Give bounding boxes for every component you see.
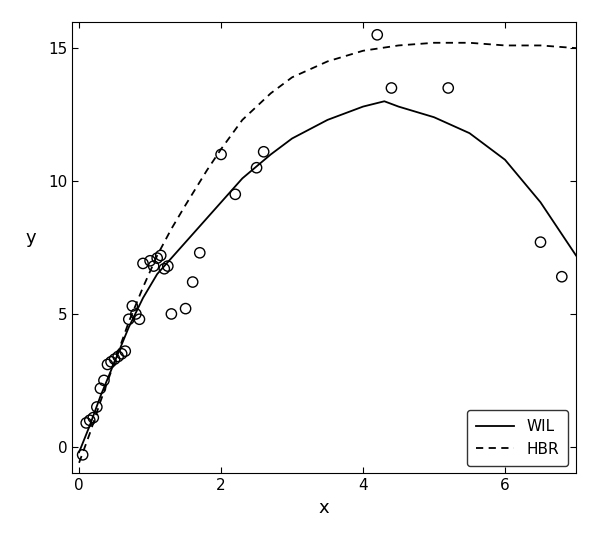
- Point: [117, 350, 127, 358]
- HBR: [430, 40, 437, 46]
- Point: [99, 376, 109, 385]
- Point: [145, 257, 155, 265]
- WIL: [502, 157, 509, 163]
- X-axis label: x: x: [319, 499, 329, 517]
- HBR: [86, 430, 94, 437]
- Point: [82, 419, 91, 427]
- HBR: [203, 167, 211, 174]
- WIL: [430, 114, 437, 121]
- Point: [259, 147, 268, 156]
- Point: [92, 402, 101, 411]
- WIL: [139, 295, 146, 301]
- HBR: [466, 40, 473, 46]
- WIL: [154, 271, 161, 277]
- WIL: [111, 358, 118, 365]
- Point: [106, 357, 116, 366]
- Point: [110, 355, 119, 364]
- Point: [88, 413, 98, 422]
- HBR: [125, 318, 133, 325]
- Point: [124, 315, 134, 323]
- Point: [149, 262, 158, 271]
- WIL: [395, 103, 402, 110]
- Point: [536, 238, 545, 246]
- HBR: [139, 284, 146, 291]
- Legend: WIL, HBR: WIL, HBR: [467, 410, 568, 466]
- Line: HBR: HBR: [79, 43, 576, 463]
- HBR: [502, 42, 509, 48]
- WIL: [168, 255, 175, 261]
- WIL: [289, 135, 296, 141]
- Point: [557, 272, 566, 281]
- Point: [85, 416, 95, 424]
- Point: [128, 302, 137, 310]
- HBR: [324, 58, 331, 65]
- Point: [152, 254, 162, 263]
- WIL: [76, 449, 83, 455]
- HBR: [267, 90, 274, 96]
- Point: [252, 164, 262, 172]
- WIL: [86, 422, 94, 429]
- Point: [386, 84, 396, 93]
- HBR: [572, 45, 580, 51]
- HBR: [537, 42, 544, 48]
- HBR: [359, 47, 367, 54]
- Point: [78, 450, 88, 459]
- WIL: [572, 252, 580, 259]
- Point: [160, 265, 169, 273]
- HBR: [395, 42, 402, 48]
- HBR: [154, 252, 161, 259]
- Point: [134, 315, 144, 323]
- Line: WIL: WIL: [79, 101, 576, 452]
- HBR: [182, 202, 189, 208]
- Point: [181, 305, 190, 313]
- HBR: [111, 358, 118, 365]
- Point: [121, 347, 130, 356]
- WIL: [217, 199, 224, 206]
- WIL: [324, 117, 331, 123]
- Point: [443, 84, 453, 93]
- HBR: [168, 225, 175, 232]
- WIL: [359, 103, 367, 110]
- WIL: [239, 175, 246, 182]
- WIL: [381, 98, 388, 104]
- WIL: [267, 151, 274, 158]
- HBR: [289, 74, 296, 81]
- Point: [216, 150, 226, 159]
- Point: [103, 360, 112, 369]
- HBR: [239, 117, 246, 123]
- Point: [131, 310, 140, 318]
- Point: [163, 262, 173, 271]
- WIL: [97, 393, 104, 400]
- Point: [95, 384, 105, 393]
- WIL: [466, 130, 473, 137]
- Point: [156, 251, 166, 260]
- Point: [373, 31, 382, 39]
- HBR: [76, 459, 83, 466]
- Y-axis label: y: y: [26, 230, 37, 247]
- HBR: [217, 146, 224, 152]
- WIL: [203, 215, 211, 222]
- Point: [188, 278, 197, 286]
- WIL: [125, 324, 133, 330]
- Point: [113, 352, 123, 361]
- HBR: [97, 399, 104, 405]
- WIL: [537, 199, 544, 206]
- WIL: [182, 239, 189, 245]
- Point: [167, 310, 176, 318]
- Point: [195, 249, 205, 257]
- Point: [230, 190, 240, 199]
- Point: [138, 259, 148, 268]
